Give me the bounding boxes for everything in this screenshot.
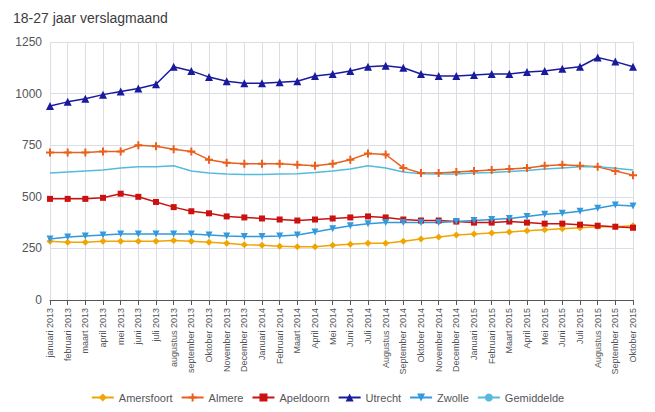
svg-text:maart 2013: maart 2013: [80, 308, 90, 354]
svg-text:Almere: Almere: [209, 392, 244, 404]
svg-text:Gemiddelde: Gemiddelde: [505, 392, 564, 404]
svg-text:Juni 2015: Juni 2015: [557, 308, 567, 347]
svg-text:Augustus 2015: Augustus 2015: [593, 308, 603, 368]
svg-text:Mei 2014: Mei 2014: [328, 308, 338, 345]
svg-text:April 2015: April 2015: [522, 308, 532, 349]
svg-text:Maart 2015: Maart 2015: [504, 308, 514, 354]
svg-text:Januari 2015: Januari 2015: [469, 308, 479, 360]
svg-text:juli 2013: juli 2013: [151, 308, 161, 343]
svg-text:1000: 1000: [15, 87, 42, 101]
svg-text:Februari 2015: Februari 2015: [487, 308, 497, 364]
svg-text:Februari 2014: Februari 2014: [275, 308, 285, 364]
svg-text:februari 2013: februari 2013: [63, 308, 73, 361]
svg-text:september 2013: september 2013: [186, 308, 196, 373]
svg-text:Maart 2014: Maart 2014: [292, 308, 302, 354]
svg-text:Juni 2014: Juni 2014: [345, 308, 355, 347]
svg-text:Oktober 2015: Oktober 2015: [628, 308, 638, 363]
svg-text:250: 250: [22, 241, 42, 255]
svg-text:18-27 jaar verslagmaand: 18-27 jaar verslagmaand: [13, 10, 168, 26]
svg-text:750: 750: [22, 138, 42, 152]
svg-text:September 2015: September 2015: [610, 308, 620, 375]
svg-text:Januari 2014: Januari 2014: [257, 308, 267, 360]
svg-text:Mei 2015: Mei 2015: [540, 308, 550, 345]
svg-text:November 2013: November 2013: [222, 308, 232, 372]
svg-text:September 2014: September 2014: [398, 308, 408, 375]
svg-text:Zwolle: Zwolle: [437, 392, 469, 404]
svg-text:Utrecht: Utrecht: [366, 392, 401, 404]
svg-text:Augustus 2014: Augustus 2014: [381, 308, 391, 368]
svg-text:1250: 1250: [15, 35, 42, 49]
svg-text:Juli 2014: Juli 2014: [363, 308, 373, 344]
svg-text:januari 2013: januari 2013: [45, 308, 55, 359]
svg-text:april 2013: april 2013: [98, 308, 108, 348]
svg-text:November 2014: November 2014: [434, 308, 444, 372]
svg-text:December 2014: December 2014: [451, 308, 461, 372]
svg-text:April 2014: April 2014: [310, 308, 320, 349]
svg-text:Oktober 2013: Oktober 2013: [204, 308, 214, 363]
svg-text:juni 2013: juni 2013: [133, 308, 143, 346]
svg-text:augustus 2013: augustus 2013: [169, 308, 179, 367]
svg-text:0: 0: [35, 293, 42, 307]
svg-text:Amersfoort: Amersfoort: [119, 392, 173, 404]
svg-text:Oktober 2014: Oktober 2014: [416, 308, 426, 363]
svg-text:mei 2013: mei 2013: [116, 308, 126, 345]
svg-text:500: 500: [22, 190, 42, 204]
svg-text:December 2013: December 2013: [239, 308, 249, 372]
svg-text:Apeldoorn: Apeldoorn: [279, 392, 329, 404]
svg-text:Juli 2015: Juli 2015: [575, 308, 585, 344]
